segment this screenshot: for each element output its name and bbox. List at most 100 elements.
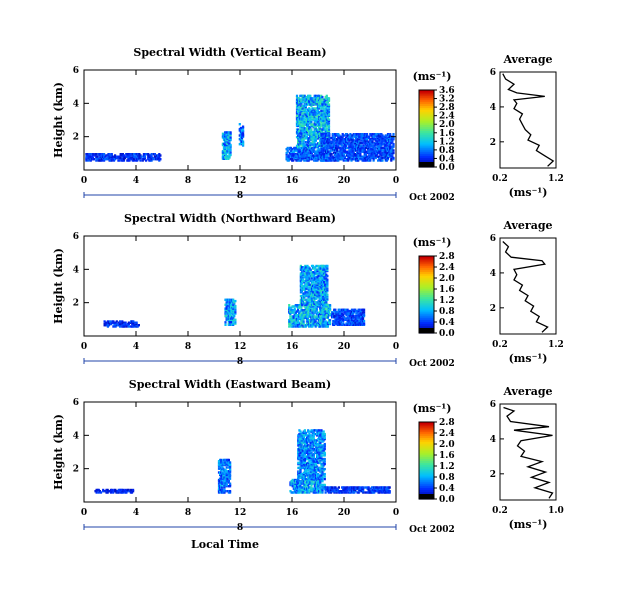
echo-cell [135,322,138,326]
average-x-tick-label: 1.2 [548,340,564,350]
echo-cell [303,314,306,317]
echo-cell [320,316,323,319]
echo-cell [233,301,236,304]
echo-cell [314,487,317,490]
echo-cell [321,321,324,324]
echo-cell [355,314,358,318]
echo-cell [288,319,291,322]
day-label: 8 [237,357,243,367]
colorbar-floor [419,162,434,167]
echo-cell [308,102,311,105]
echo-cell [299,482,302,485]
colorbar-tick-label: 2.4 [439,263,455,273]
echo-cell [327,110,331,114]
echo-cell [334,309,337,313]
echo-cell [342,153,345,156]
echo-cell [301,491,304,494]
echo-cell [225,140,228,143]
echo-cell [319,127,322,130]
echo-cell [310,299,314,303]
echo-cell [300,132,303,135]
x-tick-label: 4 [133,508,139,518]
echo-cell [335,487,338,490]
echo-cell [298,491,301,494]
echo-cell [345,491,348,494]
echo-cell [302,119,305,123]
echo-cell [326,100,329,104]
echo-cell [217,461,221,464]
echo-cell [314,324,317,327]
echo-cell [327,491,330,494]
echo-cell [306,321,310,324]
echo-cell [301,441,304,445]
echo-cell [303,279,306,283]
echo-cell [229,471,232,474]
echo-cell [226,301,229,304]
echo-cell [310,120,313,124]
echo-cell [324,307,327,311]
echo-cell [377,133,380,136]
echo-cell [302,299,305,303]
echo-cell [311,311,314,314]
echo-cell [298,474,301,477]
echo-cell [326,297,329,300]
echo-cell [374,134,377,137]
echo-cell [126,155,129,158]
echo-cell [229,463,232,467]
echo-cell [371,140,374,143]
echo-cell [296,324,300,327]
day-label: 8 [237,523,243,533]
echo-cell [329,307,332,311]
echo-cell [318,115,321,119]
echo-cell [306,320,310,323]
echo-cell [122,154,126,157]
echo-cell [105,321,108,324]
echo-cell [229,475,232,478]
echo-cell [135,324,138,327]
colorbar-segment [419,103,434,106]
echo-cell [304,99,307,103]
echo-cell [297,434,300,437]
echo-cell [320,292,323,295]
echo-cell [351,143,354,146]
echo-cell [307,451,310,455]
echo-cell [103,159,106,162]
echo-cell [385,136,388,140]
colorbar-segment [419,101,434,104]
echo-cell [99,154,102,157]
colorbar-segment [419,99,434,103]
echo-cell [326,293,329,296]
echo-cell [342,319,345,323]
echo-cell [292,491,295,494]
colorbar-segment [419,425,434,429]
echo-cell [117,490,120,493]
echo-cell [226,472,229,475]
echo-cell [304,264,307,268]
echo-cell [345,490,348,493]
echo-cell [226,463,229,467]
echo-cell [317,311,321,314]
echo-cell [298,120,301,124]
echo-cell [303,159,306,162]
echo-cell [325,302,328,305]
echo-cell [313,488,316,492]
echo-cell [360,144,363,147]
echo-cell [313,283,316,286]
echo-cell [122,321,125,324]
echo-cell [302,320,305,323]
echo-cell [309,95,312,99]
echo-cell [227,463,230,467]
echo-cell [329,321,332,324]
echo-cell [392,156,395,160]
echo-cell [325,159,328,162]
echo-cell [127,488,130,492]
colorbar-segment [419,132,434,135]
echo-cell [303,487,306,490]
echo-cell [300,108,303,111]
echo-cell [346,146,349,150]
echo-cell [319,480,322,483]
echo-cell [361,133,364,136]
echo-cell [221,471,224,474]
echo-cell [367,486,370,489]
echo-cell [299,430,302,433]
